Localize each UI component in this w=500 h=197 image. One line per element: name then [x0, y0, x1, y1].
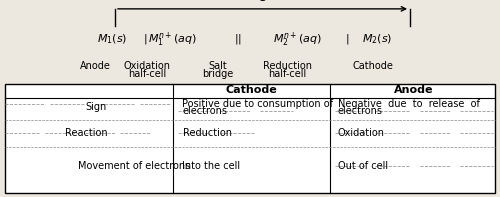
Text: bridge: bridge: [202, 69, 233, 79]
Text: $M_2^{n+}(aq)$: $M_2^{n+}(aq)$: [273, 30, 322, 48]
Text: Sign: Sign: [85, 102, 106, 112]
Text: Positive due to consumption of: Positive due to consumption of: [182, 99, 334, 109]
Text: electrons: electrons: [182, 106, 228, 116]
Text: Cathode: Cathode: [352, 61, 393, 71]
Text: Reduction: Reduction: [182, 128, 232, 138]
Text: Oxidation: Oxidation: [338, 128, 384, 138]
Text: Into the cell: Into the cell: [182, 162, 240, 171]
Text: Reduction: Reduction: [263, 61, 312, 71]
Text: Anode: Anode: [80, 61, 110, 71]
Text: Out of cell: Out of cell: [338, 162, 388, 171]
Text: $M_2(s)$: $M_2(s)$: [362, 33, 392, 46]
Text: $M_1^{n+}(aq)$: $M_1^{n+}(aq)$: [148, 30, 197, 48]
Text: $||$: $||$: [234, 32, 241, 46]
Text: electrons: electrons: [338, 106, 382, 116]
Text: Reaction: Reaction: [65, 128, 108, 138]
Text: Oxidation: Oxidation: [124, 61, 171, 71]
Text: $\bar{e}$: $\bar{e}$: [258, 0, 267, 5]
Text: Anode: Anode: [394, 85, 434, 95]
Text: Negative  due  to  release  of: Negative due to release of: [338, 99, 480, 109]
Text: half-cell: half-cell: [268, 69, 306, 79]
Text: $|$: $|$: [346, 32, 350, 46]
Text: half-cell: half-cell: [128, 69, 166, 79]
Text: Salt: Salt: [208, 61, 227, 71]
Text: Cathode: Cathode: [226, 85, 278, 95]
Text: $M_1(s)$: $M_1(s)$: [98, 33, 128, 46]
Bar: [5, 84, 495, 193]
Text: $|$: $|$: [143, 32, 147, 46]
Text: Movement of electrons: Movement of electrons: [78, 162, 190, 171]
